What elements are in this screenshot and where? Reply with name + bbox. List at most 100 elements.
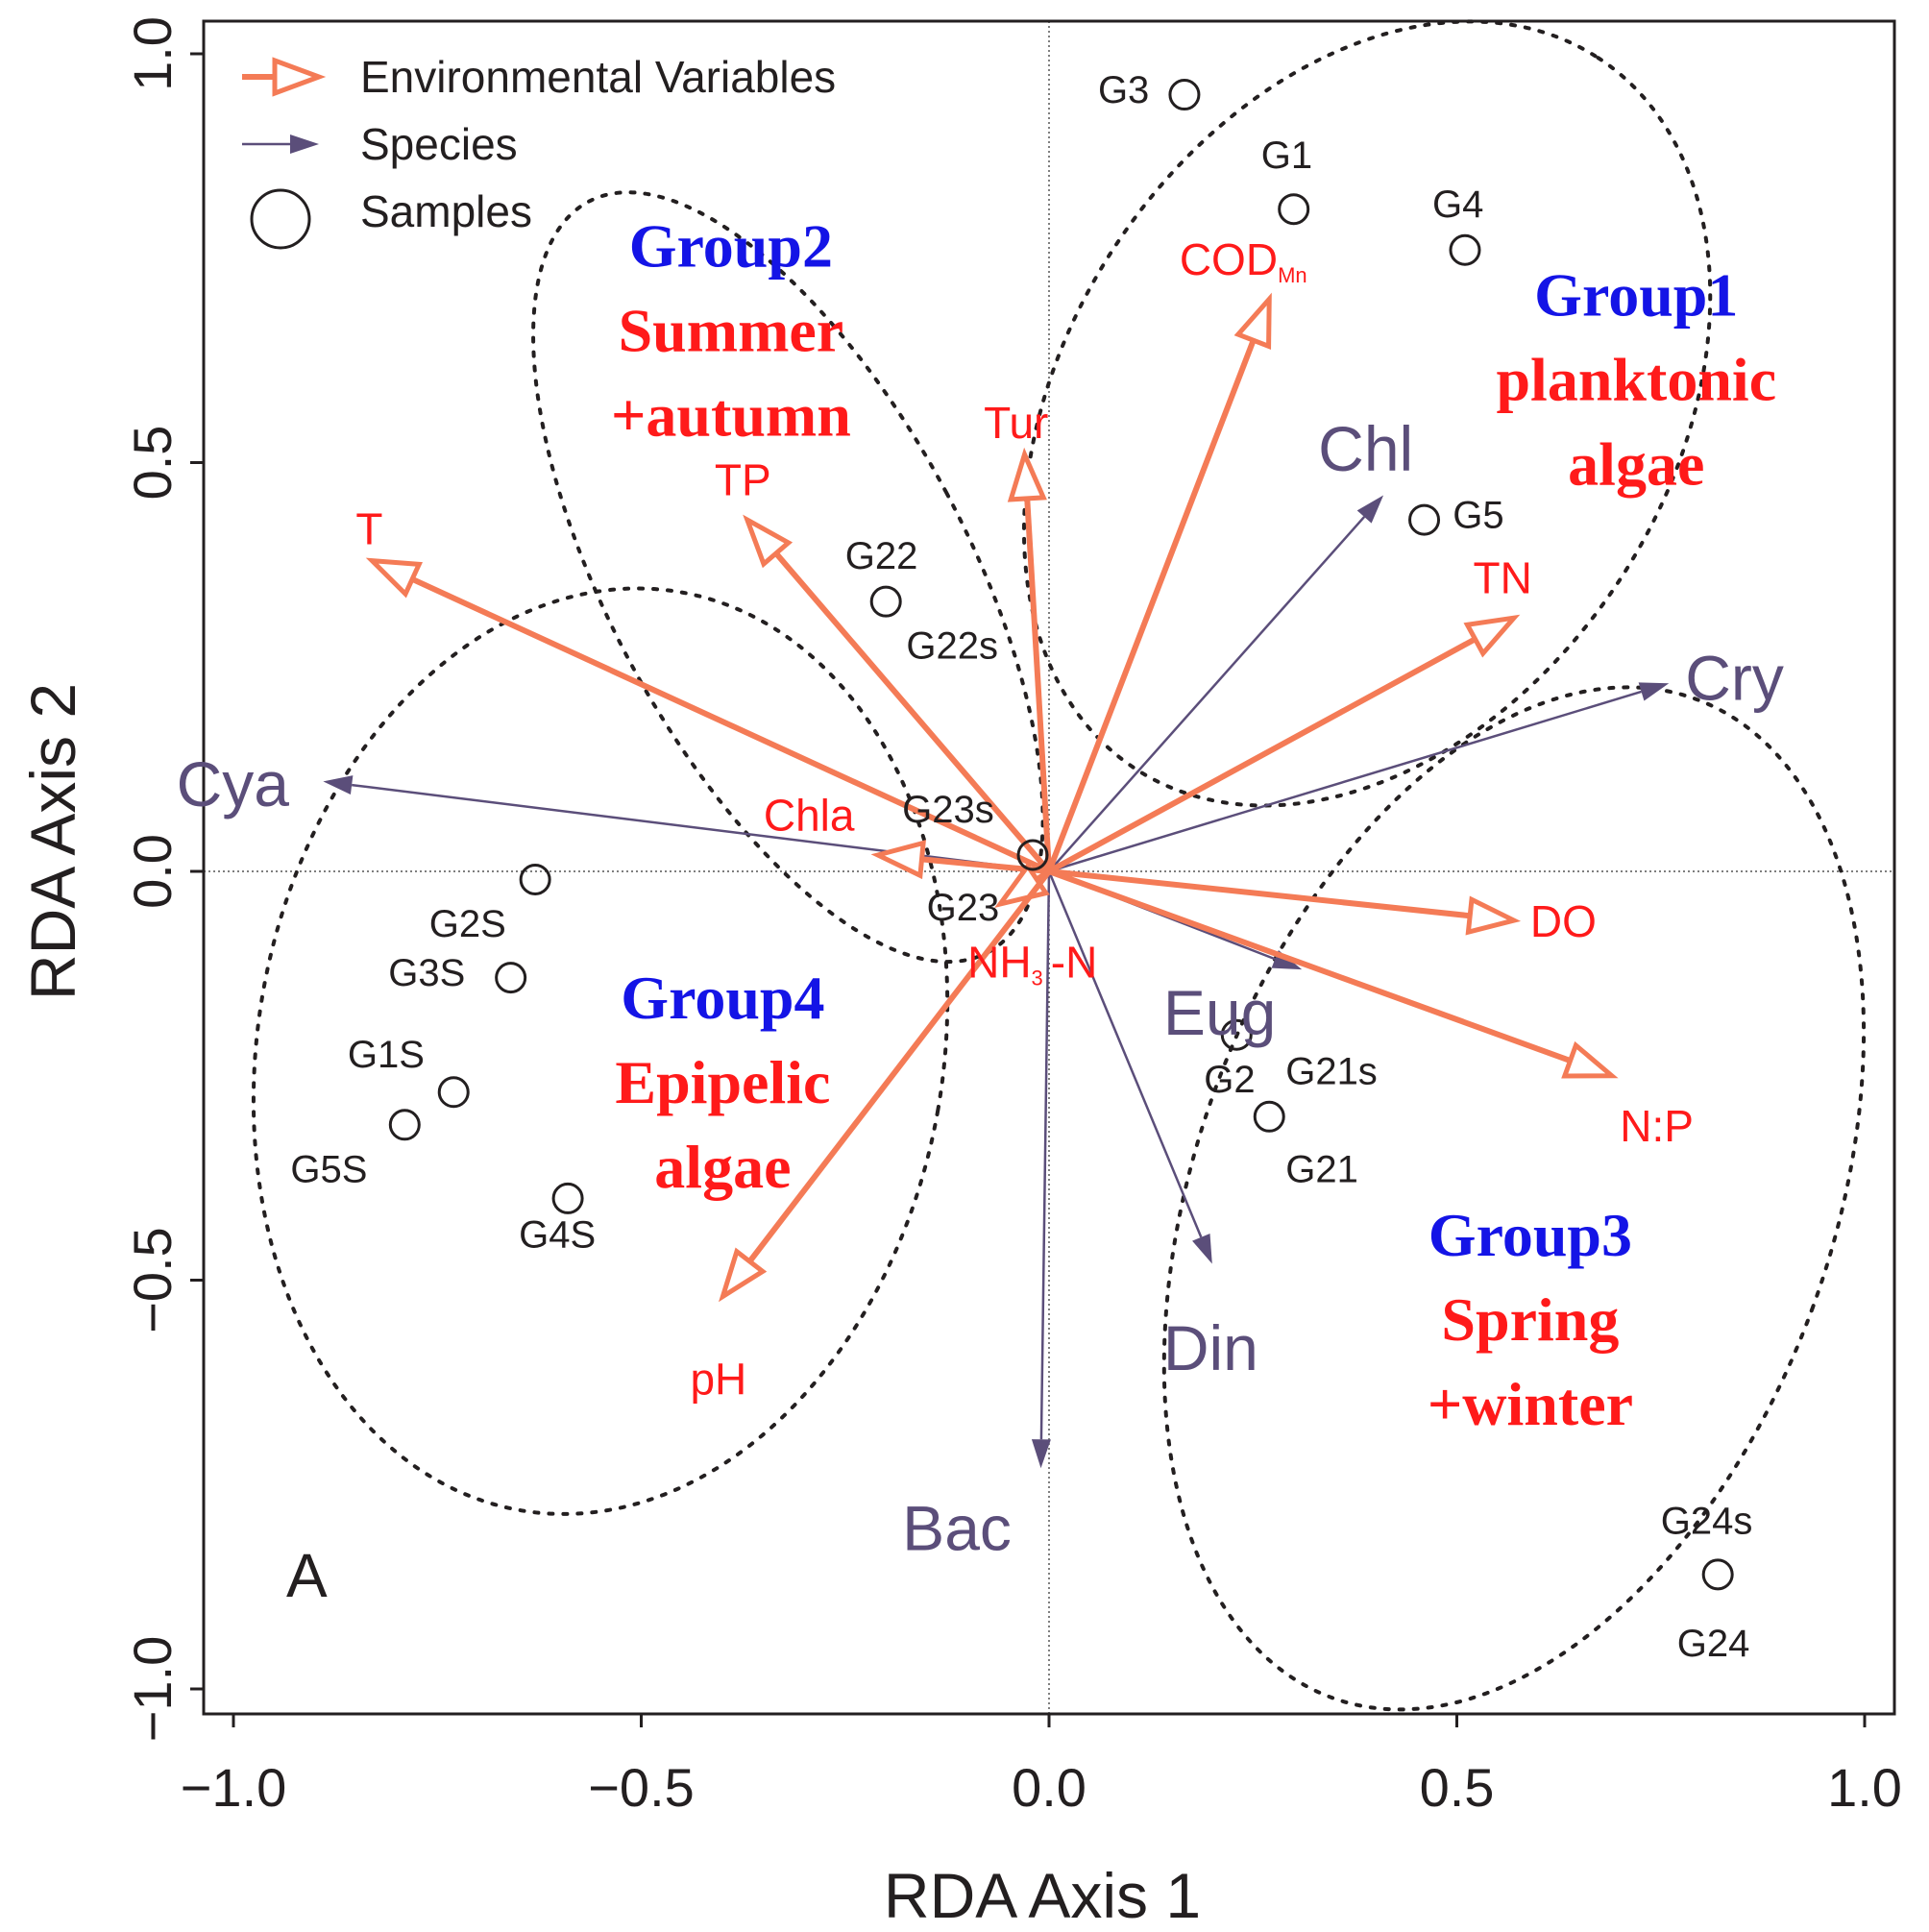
species-label-din: Din <box>1163 1312 1258 1383</box>
env-arrow-shaft <box>410 576 1051 874</box>
legend-label-sample: Samples <box>360 186 532 236</box>
env-arrow-head <box>1463 614 1521 658</box>
sample-label-g23: G23 <box>927 887 1000 929</box>
panel-label: A <box>286 1541 328 1610</box>
env-label-main: TN <box>1473 553 1531 603</box>
legend-label-env: Environmental Variables <box>360 52 836 102</box>
env-label-tp: TP <box>715 455 771 505</box>
legend-species-symbol <box>242 135 319 154</box>
env-label-main: N:P <box>1620 1101 1694 1151</box>
env-label-cod: CODMn <box>1180 234 1307 287</box>
x-axis-title: RDA Axis 1 <box>884 1860 1201 1931</box>
env-arrow-head <box>719 1247 768 1303</box>
env-arrow-ph <box>719 869 1052 1303</box>
legend-env-symbol <box>242 57 327 97</box>
env-label-main: DO <box>1530 896 1597 946</box>
sample-label-g2: G2 <box>1204 1059 1255 1101</box>
group-desc-line: planktonic <box>1496 345 1776 413</box>
species-arrow-head <box>290 135 319 154</box>
env-arrow-shaft <box>1048 868 1471 919</box>
env-arrow-tur <box>1007 447 1052 872</box>
species-arrow-head <box>1192 1233 1212 1264</box>
axes: −1.0 −0.5 0.0 0.5 1.0 −1.0 −0.5 0.0 0.5 1.0 <box>122 16 1902 1818</box>
env-label-main: NH <box>967 938 1031 988</box>
env-arrow-cod <box>1046 292 1272 873</box>
x-tick-label: 0.5 <box>1420 1757 1495 1818</box>
sample-label-g21s: G21s <box>1285 1050 1378 1092</box>
env-arrow-shaft <box>773 551 1052 873</box>
env-label-chla: Chla <box>764 790 855 840</box>
group-title: Group4 <box>621 964 824 1032</box>
env-label-suffix: -N <box>1051 938 1098 988</box>
species-label-cya: Cya <box>177 748 290 819</box>
env-arrow-head <box>1465 895 1522 936</box>
group-desc-line: Spring <box>1441 1285 1619 1354</box>
group-desc-line: Epipelic <box>615 1048 830 1116</box>
legend-sample-symbol <box>250 188 311 250</box>
env-arrow-shaft <box>1024 498 1052 872</box>
sample-label-g2s: G2S <box>429 903 506 945</box>
env-arrow-tp <box>743 514 1052 873</box>
y-tick-label: −0.5 <box>122 1227 183 1333</box>
sample-label-g22s: G22s <box>906 625 998 668</box>
sample-point <box>1278 193 1310 226</box>
env-arrow-do <box>1048 868 1522 936</box>
samples <box>388 79 1734 1591</box>
env-label-subscript: 3 <box>1032 966 1043 990</box>
env-arrow-head <box>1561 1040 1619 1079</box>
species-label-eug: Eug <box>1163 977 1276 1048</box>
sample-point <box>1449 233 1481 266</box>
y-tick-label: 0.0 <box>122 834 183 909</box>
x-tick-label: −0.5 <box>588 1757 695 1818</box>
env-label-nh: NH3 -N <box>967 938 1097 990</box>
sample-point <box>437 1076 470 1109</box>
group-desc-line: algae <box>1568 429 1704 498</box>
sample-point <box>1168 79 1201 111</box>
env-label-tn: TN <box>1473 553 1531 603</box>
species-arrow-din <box>1047 870 1212 1264</box>
group-title: Group1 <box>1534 260 1738 329</box>
group-desc-line: +winter <box>1428 1370 1633 1438</box>
group-desc-line: algae <box>654 1133 791 1201</box>
env-label-main: TP <box>715 455 771 505</box>
y-tick-label: 1.0 <box>122 16 183 91</box>
env-label-tur: Tur <box>984 398 1048 448</box>
sample-label-g5s: G5S <box>290 1148 367 1190</box>
legend-label-species: Species <box>360 119 518 169</box>
env-arrow-shaft <box>1046 339 1257 873</box>
group-ellipse <box>1161 685 1867 1712</box>
env-arrow-tn <box>1047 614 1521 874</box>
y-tick-label: 0.5 <box>122 426 183 501</box>
sample-label-g1: G1 <box>1261 135 1312 177</box>
env-arrow-shaft <box>1047 868 1572 1064</box>
group-labels: Group1 planktonic algae Group2 Summer +autumn… <box>611 211 1776 1438</box>
env-arrow-head <box>743 514 794 569</box>
y-tick-label: −1.0 <box>122 1636 183 1743</box>
species-arrow-shaft <box>1048 516 1366 872</box>
env-label-subscript: Mn <box>1278 263 1307 287</box>
env-label-np: N:P <box>1620 1101 1694 1151</box>
species-arrow-head <box>1356 495 1384 524</box>
env-label-main: T <box>355 504 382 554</box>
species-label-cry: Cry <box>1685 642 1784 713</box>
sample-label-g4s: G4S <box>519 1213 596 1256</box>
env-label-main: pH <box>690 1355 746 1405</box>
env-label-main: Tur <box>984 398 1048 448</box>
sample-label-g24s: G24s <box>1661 1500 1753 1542</box>
sample-point <box>388 1109 421 1141</box>
sample-label-g5: G5 <box>1453 495 1503 537</box>
env-arrow-np <box>1047 868 1619 1079</box>
sample-label-g21: G21 <box>1285 1148 1358 1190</box>
env-arrow-head <box>870 840 926 880</box>
sample-point <box>1220 1018 1253 1051</box>
y-axis-title: RDA Axis 2 <box>17 683 88 1000</box>
species-arrow-chl <box>1048 495 1384 872</box>
species-arrow-shaft <box>1039 870 1051 1440</box>
species-arrow-bac <box>1031 870 1051 1469</box>
species-label-chl: Chl <box>1318 413 1413 484</box>
species-arrow-cry <box>1048 682 1670 873</box>
sample-label-g22: G22 <box>845 535 918 577</box>
group-ellipse <box>1021 19 1713 808</box>
species-label-bac: Bac <box>902 1492 1012 1563</box>
